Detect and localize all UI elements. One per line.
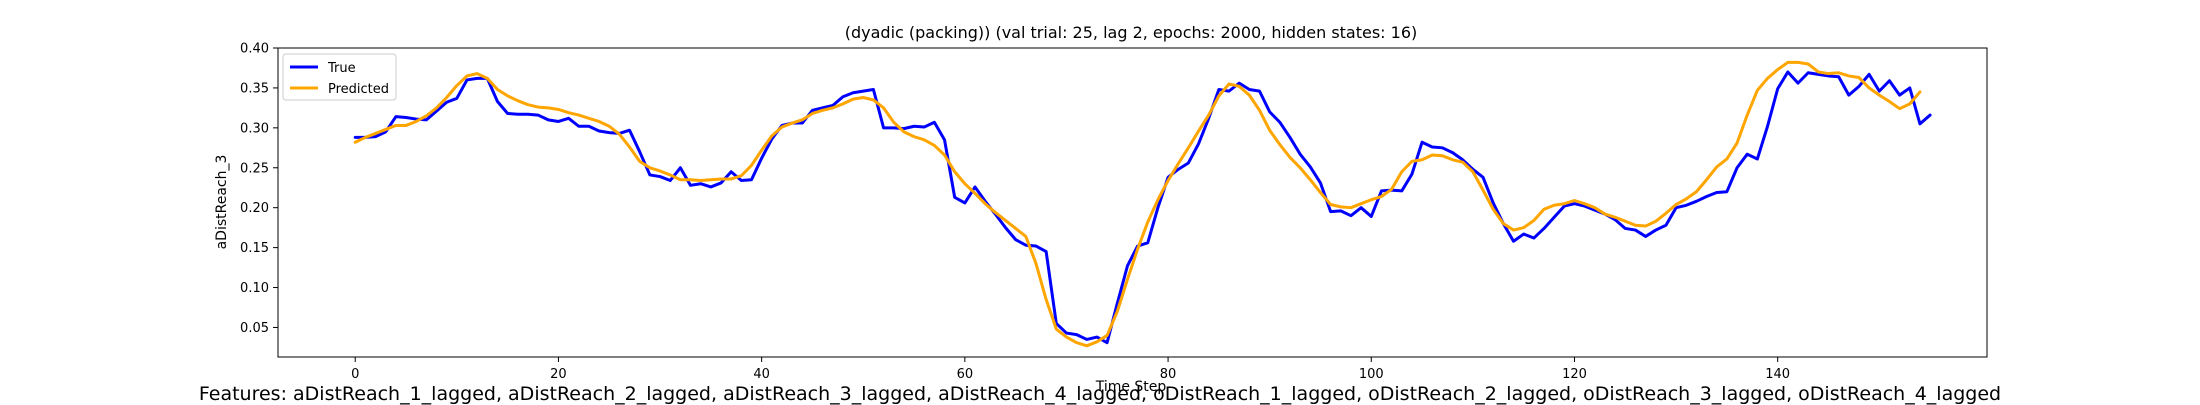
x-tick-label: 60 (957, 367, 974, 382)
plot-area-frame (277, 47, 1988, 358)
x-tick-label: 100 (1359, 367, 1384, 382)
x-tick-label: 20 (550, 367, 567, 382)
legend-label-true: True (327, 61, 356, 76)
x-tick-label: 140 (1765, 367, 1790, 382)
y-tick-label: 0.10 (240, 281, 269, 296)
chart-title: (dyadic (packing)) (val trial: 25, lag 2… (845, 23, 1418, 42)
y-tick-label: 0.15 (240, 241, 269, 256)
x-tick-label: 40 (753, 367, 770, 382)
series-line-true (353, 70, 1932, 345)
x-tick-label: 80 (1160, 367, 1177, 382)
y-tick-label: 0.20 (240, 201, 269, 216)
legend: True Predicted (282, 53, 397, 101)
y-tick-label: 0.25 (240, 161, 269, 176)
y-tick-label: 0.35 (240, 81, 269, 96)
x-axis: 0 20 40 60 80 100 120 140 (351, 357, 1790, 382)
y-tick-label: 0.30 (240, 121, 269, 136)
y-tick-label: 0.05 (240, 321, 269, 336)
series-line-predicted (353, 60, 1922, 348)
legend-label-predicted: Predicted (328, 82, 389, 97)
series-layer (353, 60, 1932, 348)
x-tick-label: 120 (1562, 367, 1587, 382)
x-axis-label: Time Step (1095, 379, 1167, 395)
y-axis-label: aDistReach_3 (214, 155, 230, 250)
y-axis: 0.05 0.10 0.15 0.20 0.25 0.30 0.35 0.40 (240, 42, 278, 336)
x-tick-label: 0 (351, 367, 359, 382)
y-tick-label: 0.40 (240, 42, 269, 57)
features-caption: Features: aDistReach_1_lagged, aDistReac… (198, 383, 2002, 405)
